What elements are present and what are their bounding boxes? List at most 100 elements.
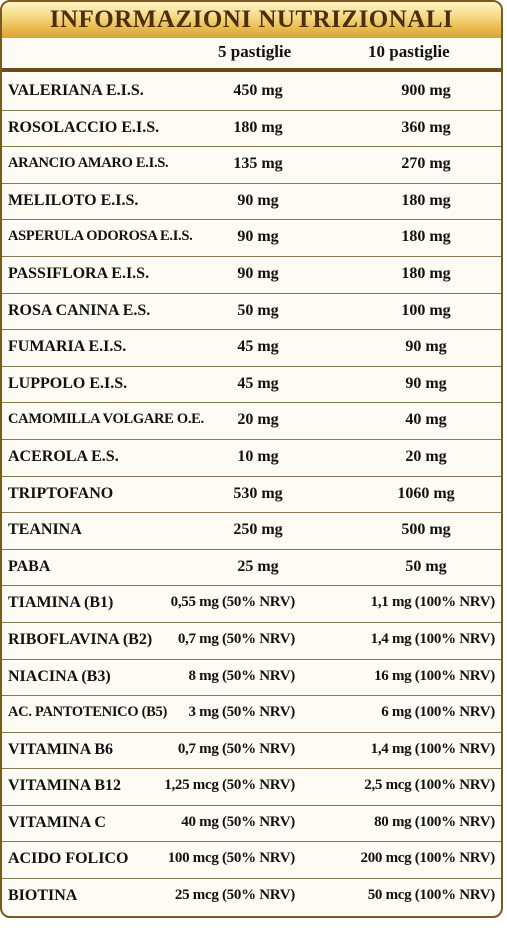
nutrition-facts-panel: INFORMAZIONI NUTRIZIONALI 5 pastiglie 10… <box>0 0 503 918</box>
table-row: PABA 25 mg 50 mg <box>2 550 501 587</box>
ingredient-name: ACIDO FOLICO <box>8 850 129 868</box>
value-10-pastiglie: 50 mg <box>405 557 447 575</box>
table-row: BIOTINA 25 mcg (50% NRV) 50 mcg (100% NR… <box>2 879 501 916</box>
value-5-pastiglie: 90 mg <box>237 228 279 246</box>
table-row: PASSIFLORA E.I.S. 90 mg 180 mg <box>2 257 501 294</box>
value-5-pastiglie: 45 mg <box>237 338 279 356</box>
value-5-pastiglie: 135 mg <box>233 155 283 173</box>
value-5-pastiglie: 0,7 mg (50% NRV) <box>177 740 295 757</box>
value-10-pastiglie: 1,4 mg (100% NRV) <box>370 630 496 647</box>
table-row: TEANINA 250 mg 500 mg <box>2 513 501 550</box>
value-10-pastiglie: 180 mg <box>401 191 451 209</box>
value-10-pastiglie: 900 mg <box>401 82 451 99</box>
value-10-pastiglie: 180 mg <box>401 228 451 246</box>
value-5-pastiglie: 250 mg <box>233 521 283 539</box>
table-row: VITAMINA C 40 mg (50% NRV) 80 mg (100% N… <box>2 806 501 843</box>
value-5-pastiglie: 8 mg (50% NRV) <box>188 667 295 684</box>
ingredient-name: PABA <box>8 557 51 575</box>
value-10-pastiglie: 90 mg <box>405 338 447 356</box>
table-row: RIBOFLAVINA (B2) 0,7 mg (50% NRV) 1,4 mg… <box>2 623 501 660</box>
panel-title: INFORMAZIONI NUTRIZIONALI <box>49 6 454 33</box>
value-5-pastiglie: 90 mg <box>237 191 279 209</box>
table-row: FUMARIA E.I.S. 45 mg 90 mg <box>2 330 501 367</box>
ingredient-name: ARANCIO AMARO E.I.S. <box>8 155 169 172</box>
ingredient-name: VITAMINA B12 <box>8 777 122 795</box>
value-5-pastiglie: 40 mg (50% NRV) <box>181 813 295 830</box>
value-10-pastiglie: 20 mg <box>405 447 447 465</box>
table-row: VITAMINA B12 1,25 mcg (50% NRV) 2,5 mcg … <box>2 769 501 806</box>
ingredient-name: VITAMINA B6 <box>8 740 114 758</box>
value-5-pastiglie: 450 mg <box>233 82 283 99</box>
value-10-pastiglie: 90 mg <box>405 374 447 392</box>
ingredient-name: TEANINA <box>8 521 82 539</box>
ingredient-name: NIACINA (B3) <box>8 667 111 685</box>
table-row: ARANCIO AMARO E.I.S. 135 mg 270 mg <box>2 147 501 184</box>
title-bar: INFORMAZIONI NUTRIZIONALI <box>2 2 501 38</box>
value-10-pastiglie: 360 mg <box>401 118 451 136</box>
ingredient-name: ACEROLA E.S. <box>8 447 119 465</box>
column-headers: 5 pastiglie 10 pastiglie <box>2 38 501 70</box>
ingredient-name: AC. PANTOTENICO (B5) <box>8 704 168 721</box>
value-10-pastiglie: 200 mcg (100% NRV) <box>360 850 496 867</box>
column-header-5-pastiglie: 5 pastiglie <box>218 42 292 61</box>
value-5-pastiglie: 20 mg <box>237 411 279 429</box>
table-row: MELILOTO E.I.S. 90 mg 180 mg <box>2 184 501 221</box>
ingredient-name: VITAMINA C <box>8 813 106 831</box>
table-row: VALERIANA E.I.S. 450 mg 900 mg <box>2 74 501 111</box>
ingredient-name: LUPPOLO E.I.S. <box>8 374 128 392</box>
value-5-pastiglie: 10 mg <box>237 447 279 465</box>
table-row: TRIPTOFANO 530 mg 1060 mg <box>2 477 501 514</box>
value-5-pastiglie: 1,25 mcg (50% NRV) <box>164 777 295 794</box>
value-10-pastiglie: 50 mcg (100% NRV) <box>367 887 496 904</box>
table-row: ACIDO FOLICO 100 mcg (50% NRV) 200 mcg (… <box>2 842 501 880</box>
ingredient-name: PASSIFLORA E.I.S. <box>8 264 150 282</box>
value-10-pastiglie: 1060 mg <box>397 484 455 502</box>
table-row: VITAMINA B6 0,7 mg (50% NRV) 1,4 mg (100… <box>2 733 501 770</box>
value-10-pastiglie: 80 mg (100% NRV) <box>374 813 495 830</box>
ingredient-name: CAMOMILLA VOLGARE O.E. <box>8 411 204 428</box>
table-row: LUPPOLO E.I.S. 45 mg 90 mg <box>2 367 501 404</box>
ingredient-name: TIAMINA (B1) <box>8 594 114 612</box>
value-10-pastiglie: 180 mg <box>401 264 451 282</box>
value-10-pastiglie: 270 mg <box>401 155 451 173</box>
value-5-pastiglie: 0,7 mg (50% NRV) <box>177 630 295 647</box>
nutrition-table: VALERIANA E.I.S. 450 mg 900 mg ROSOLACCI… <box>2 74 501 916</box>
table-row: ROSOLACCIO E.I.S. 180 mg 360 mg <box>2 111 501 148</box>
table-row: CAMOMILLA VOLGARE O.E. 20 mg 40 mg <box>2 403 501 440</box>
ingredient-name: ASPERULA ODOROSA E.I.S. <box>8 228 193 245</box>
value-10-pastiglie: 1,1 mg (100% NRV) <box>370 594 496 611</box>
ingredient-name: BIOTINA <box>8 887 78 905</box>
ingredient-name: VALERIANA E.I.S. <box>8 82 144 99</box>
value-10-pastiglie: 100 mg <box>401 301 451 319</box>
column-header-10-pastiglie: 10 pastiglie <box>368 42 450 61</box>
table-row: AC. PANTOTENICO (B5) 3 mg (50% NRV) 6 mg… <box>2 696 501 733</box>
value-5-pastiglie: 530 mg <box>233 484 283 502</box>
table-row: ROSA CANINA E.S. 50 mg 100 mg <box>2 294 501 331</box>
header-divider <box>2 68 501 72</box>
value-10-pastiglie: 40 mg <box>405 411 447 429</box>
ingredient-name: FUMARIA E.I.S. <box>8 338 127 356</box>
value-10-pastiglie: 500 mg <box>401 521 451 539</box>
value-10-pastiglie: 16 mg (100% NRV) <box>374 667 495 684</box>
value-5-pastiglie: 25 mcg (50% NRV) <box>174 887 295 904</box>
value-5-pastiglie: 3 mg (50% NRV) <box>188 704 295 721</box>
ingredient-name: TRIPTOFANO <box>8 484 114 502</box>
value-10-pastiglie: 6 mg (100% NRV) <box>381 704 495 721</box>
ingredient-name: RIBOFLAVINA (B2) <box>8 630 153 648</box>
table-row: NIACINA (B3) 8 mg (50% NRV) 16 mg (100% … <box>2 660 501 697</box>
value-5-pastiglie: 100 mcg (50% NRV) <box>167 850 296 867</box>
value-5-pastiglie: 90 mg <box>237 264 279 282</box>
value-5-pastiglie: 0,55 mg (50% NRV) <box>170 594 296 611</box>
table-row: ACEROLA E.S. 10 mg 20 mg <box>2 440 501 477</box>
value-5-pastiglie: 45 mg <box>237 374 279 392</box>
value-5-pastiglie: 25 mg <box>237 557 279 575</box>
value-10-pastiglie: 2,5 mcg (100% NRV) <box>364 777 495 794</box>
value-10-pastiglie: 1,4 mg (100% NRV) <box>370 740 496 757</box>
value-5-pastiglie: 180 mg <box>233 118 283 136</box>
ingredient-name: ROSA CANINA E.S. <box>8 301 151 319</box>
table-row: ASPERULA ODOROSA E.I.S. 90 mg 180 mg <box>2 220 501 257</box>
ingredient-name: ROSOLACCIO E.I.S. <box>8 118 160 136</box>
value-5-pastiglie: 50 mg <box>237 301 279 319</box>
ingredient-name: MELILOTO E.I.S. <box>8 191 139 209</box>
table-row: TIAMINA (B1) 0,55 mg (50% NRV) 1,1 mg (1… <box>2 586 501 623</box>
